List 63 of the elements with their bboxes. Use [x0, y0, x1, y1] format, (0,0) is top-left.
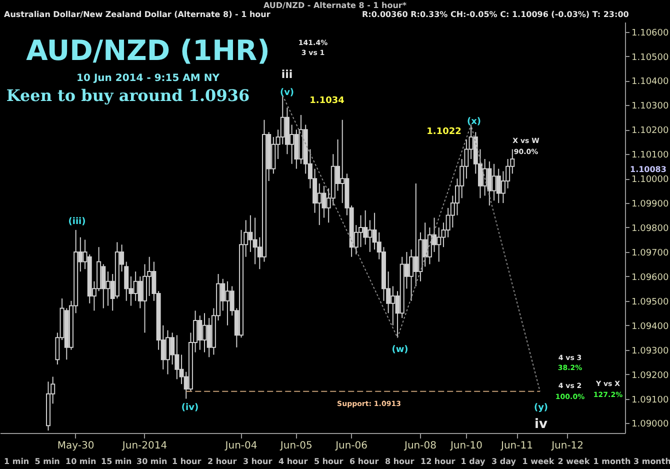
- text: 2 hour: [208, 457, 237, 466]
- text: 12 hour: [420, 457, 456, 466]
- annotation: (y): [534, 403, 548, 413]
- text: 10 min: [66, 457, 96, 466]
- text: 2 week: [558, 457, 590, 466]
- text: 1.10083: [630, 165, 666, 174]
- text: 6 hour: [350, 457, 379, 466]
- x-tick-label: Jun-06: [334, 440, 368, 452]
- text: 1 week: [522, 457, 555, 466]
- text: 8 hour: [385, 457, 414, 466]
- y-tick-label: 1.10200: [632, 126, 669, 136]
- annotation: Keen to buy around 1.0936: [6, 86, 250, 105]
- text: 10 Jun 2014 - 9:15 AM NY: [76, 73, 220, 84]
- x-tick-label: Jun-2014: [121, 440, 168, 452]
- y-tick-label: 1.09000: [632, 420, 669, 430]
- y-tick-label: 1.09500: [632, 297, 669, 308]
- x-tick-label: Jun-10: [449, 440, 482, 452]
- annotation: (iii): [68, 217, 86, 227]
- text: 1 hour: [172, 457, 202, 466]
- text: 5 min: [34, 457, 60, 466]
- text: 4 hour: [278, 457, 308, 466]
- annotation: (x): [466, 117, 482, 127]
- x-tick-label: May-30: [57, 440, 94, 452]
- text: 30 min: [136, 457, 168, 466]
- line-series: [282, 94, 540, 392]
- text: AUD/NZD - Alternate 8 - 1 hour*: [263, 1, 408, 10]
- x-tick-label: Jun-05: [279, 440, 312, 452]
- y-tick-label: 1.10000: [632, 175, 669, 186]
- annotation: (v): [280, 88, 294, 98]
- text: 3 hour: [243, 457, 272, 466]
- text: 3 day: [492, 457, 517, 466]
- text: 1 month: [593, 457, 631, 466]
- text: 5 hour: [314, 457, 344, 466]
- y-tick-label: 1.09300: [632, 346, 669, 356]
- x-tick-label: Jun-12: [550, 440, 584, 452]
- y-tick-label: 1.10600: [632, 28, 669, 38]
- annotation: (w): [392, 345, 408, 355]
- text: Australian Dollar/New Zealand Dollar (Alternate 8) - 1 hour: [4, 10, 270, 19]
- annotation: (iv): [181, 403, 199, 413]
- annotation: 1.1034: [310, 96, 344, 106]
- y-tick-label: 1.10400: [632, 77, 669, 88]
- text: R:0.00360 R:0.33% CH:-0.05% C: 1.10096 (-0.03%) T: 23:00: [362, 10, 630, 19]
- x-tick-label: Jun-11: [500, 440, 533, 452]
- y-tick-label: 1.09100: [632, 395, 669, 406]
- x-tick-label: Jun-04: [224, 440, 258, 452]
- text: AUD/NZD (1HR): [26, 34, 270, 67]
- y-tick-label: 1.09700: [632, 248, 669, 258]
- y-tick-label: 1.09400: [632, 322, 669, 332]
- y-tick-label: 1.09600: [632, 272, 669, 283]
- x-tick-label: Jun-08: [404, 440, 436, 452]
- y-tick-label: 1.10500: [632, 52, 669, 63]
- annotation: 1.1022: [426, 127, 462, 137]
- annotation: iii: [281, 68, 293, 81]
- text: 1 min: [4, 457, 30, 466]
- text: 3 month: [634, 457, 670, 466]
- annotation: iv: [534, 417, 548, 432]
- text: 15 min: [101, 457, 132, 466]
- y-tick-label: 1.09200: [632, 370, 669, 381]
- text: 1 day: [460, 457, 486, 466]
- y-tick-label: 1.10300: [632, 102, 669, 112]
- y-tick-label: 1.10100: [632, 150, 669, 161]
- y-tick-label: 1.09900: [632, 200, 669, 210]
- y-tick-label: 1.09800: [632, 224, 669, 234]
